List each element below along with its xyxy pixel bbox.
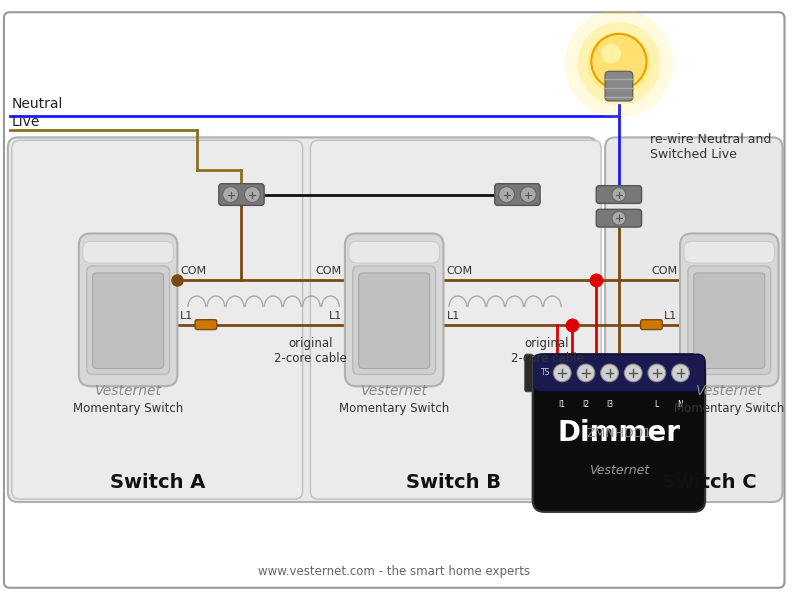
Text: Momentary Switch: Momentary Switch [339,402,450,415]
Circle shape [601,44,621,64]
FancyBboxPatch shape [684,241,774,263]
FancyBboxPatch shape [353,266,436,374]
Text: COM: COM [316,266,342,277]
Circle shape [601,364,618,382]
FancyBboxPatch shape [86,266,170,374]
Circle shape [624,364,642,382]
FancyBboxPatch shape [596,209,642,227]
Circle shape [648,364,666,382]
Circle shape [245,187,260,202]
Text: I1: I1 [558,400,566,409]
Text: original
2-core cable: original 2-core cable [274,337,347,365]
Circle shape [672,364,690,382]
Text: Neutral: Neutral [12,97,63,111]
Circle shape [612,211,626,225]
FancyBboxPatch shape [494,184,540,205]
FancyBboxPatch shape [525,354,533,392]
FancyBboxPatch shape [218,184,264,205]
Text: ZMNHDD1: ZMNHDD1 [586,427,651,440]
Text: Switch C: Switch C [662,473,757,492]
Text: I3: I3 [606,400,613,409]
FancyBboxPatch shape [195,320,217,329]
FancyBboxPatch shape [694,273,765,368]
Text: Vesternet: Vesternet [94,383,162,398]
Circle shape [222,187,238,202]
FancyBboxPatch shape [8,137,598,502]
Text: L1: L1 [180,311,194,320]
Text: COM: COM [180,266,206,277]
FancyBboxPatch shape [358,273,430,368]
Text: Switch A: Switch A [110,473,206,492]
FancyBboxPatch shape [688,266,770,374]
Circle shape [591,34,646,89]
FancyBboxPatch shape [82,241,174,263]
Circle shape [498,187,514,202]
Text: Vesternet: Vesternet [361,383,428,398]
Circle shape [587,32,650,95]
FancyBboxPatch shape [310,140,601,499]
Text: Vesternet: Vesternet [696,383,762,398]
FancyBboxPatch shape [12,140,302,499]
FancyBboxPatch shape [596,185,642,203]
FancyBboxPatch shape [93,273,163,368]
Text: www.vesternet.com - the smart home experts: www.vesternet.com - the smart home exper… [258,565,530,578]
Text: Live: Live [12,115,40,128]
Text: L1: L1 [446,311,460,320]
Circle shape [577,364,594,382]
Text: COM: COM [446,266,473,277]
Text: N: N [678,400,683,409]
FancyBboxPatch shape [680,233,778,386]
FancyBboxPatch shape [605,71,633,101]
FancyBboxPatch shape [345,233,443,386]
Text: Momentary Switch: Momentary Switch [674,402,785,415]
Text: COM: COM [651,266,677,277]
Circle shape [554,364,571,382]
Text: Switch B: Switch B [406,473,501,492]
Text: original
2-core cable: original 2-core cable [510,337,583,365]
Text: L1: L1 [329,311,342,320]
Circle shape [520,187,536,202]
Text: I2: I2 [582,400,590,409]
Text: Vesternet: Vesternet [589,464,649,477]
FancyBboxPatch shape [349,241,439,263]
FancyBboxPatch shape [605,137,782,502]
Text: L1: L1 [664,311,677,320]
Text: L: L [654,400,659,409]
Circle shape [578,22,660,105]
Circle shape [612,188,626,202]
FancyBboxPatch shape [533,354,705,512]
Text: Dimmer: Dimmer [558,419,681,447]
FancyBboxPatch shape [641,320,662,329]
Circle shape [565,9,673,118]
Text: TS: TS [541,368,550,377]
Text: Momentary Switch: Momentary Switch [73,402,183,415]
Text: re-wire Neutral and
Switched Live: re-wire Neutral and Switched Live [650,133,772,161]
FancyBboxPatch shape [533,354,705,392]
FancyBboxPatch shape [79,233,178,386]
